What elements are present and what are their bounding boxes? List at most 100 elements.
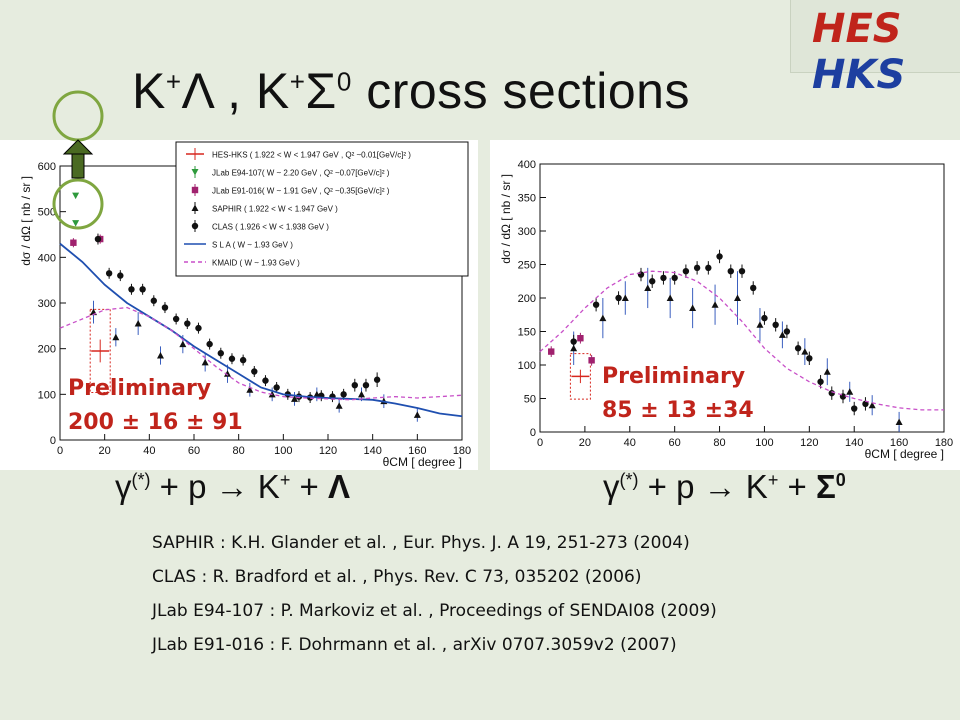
legend-label: JLab E91-016( W ~ 1.91 GeV , Q² ~0.35[Ge… — [212, 187, 390, 196]
preliminary-lambda-label: Preliminary — [68, 376, 212, 401]
x-tick-label: 100 — [274, 445, 292, 457]
clas-point — [806, 355, 813, 362]
clas-point — [682, 268, 690, 275]
legend-swatch — [191, 204, 199, 211]
clas-point — [705, 264, 712, 272]
saphir-point — [599, 314, 607, 322]
saphir-point — [895, 418, 903, 425]
kmaid-curve — [539, 270, 944, 411]
saphir-point — [621, 294, 629, 301]
clas-point — [228, 355, 236, 362]
clas-point — [362, 382, 370, 389]
clas-point — [94, 235, 102, 243]
x-tick-label: 100 — [755, 437, 773, 449]
x-axis-label: θCM [ degree ] — [865, 447, 944, 461]
saphir-point — [201, 358, 209, 366]
reference-item: JLab E94-107 : P. Markoviz et al. , Proc… — [152, 601, 717, 621]
clas-point — [693, 264, 701, 272]
saphir-point — [335, 402, 343, 409]
y-tick-label: 100 — [38, 389, 56, 401]
clas-point — [206, 340, 213, 348]
x-tick-label: 120 — [800, 437, 818, 449]
logo-box — [790, 0, 960, 73]
x-tick-label: 40 — [624, 437, 636, 449]
saphir-point — [711, 301, 719, 308]
clas-point — [817, 378, 824, 385]
saphir-point — [224, 370, 231, 377]
y-tick-label: 350 — [518, 193, 536, 205]
x-tick-label: 60 — [188, 445, 200, 457]
clas-point — [851, 405, 858, 412]
clas-point — [150, 297, 157, 304]
clas-point — [161, 304, 169, 311]
saphir-point — [778, 331, 786, 338]
references-list: SAPHIR : K.H. Glander et al. , Eur. Phys… — [152, 526, 717, 662]
reaction-sigma: γ(*) + p → K+ + Σ0 — [603, 468, 846, 505]
clas-point — [772, 321, 779, 328]
clas-point — [262, 377, 269, 384]
hes-hks-syst-box — [89, 308, 111, 394]
clas-point — [592, 301, 600, 308]
legend-label: SAPHIR ( 1.922 < W < 1.947 GeV ) — [212, 205, 338, 214]
clas-point — [373, 376, 381, 383]
clas-point — [128, 286, 135, 293]
saphir-point — [179, 340, 187, 348]
y-tick-label: 100 — [518, 360, 536, 372]
clas-point — [794, 345, 802, 352]
clas-point — [828, 389, 835, 397]
x-tick-label: 0 — [57, 445, 63, 457]
jlab-e91-016-point — [577, 335, 584, 342]
legend-label: JLab E94-107( W ~ 2.20 GeV , Q² ~0.07[Ge… — [212, 169, 390, 178]
x-tick-label: 20 — [99, 445, 111, 457]
saphir-point — [157, 352, 164, 359]
slide-title: K+Λ , K+Σ0 cross sections — [132, 63, 690, 119]
saphir-point — [644, 284, 652, 291]
y-tick-label: 200 — [518, 293, 536, 305]
clas-point — [671, 274, 678, 282]
saphir-point — [846, 388, 854, 395]
legend: HES-HKS ( 1.922 < W < 1.947 GeV , Q² ~0.… — [175, 141, 469, 277]
lambda-cross-section-chart: 0 20 40 60 80 100 120 140 160 180 0 100 200 300 400 500… — [19, 141, 471, 469]
clas-point — [570, 338, 577, 345]
clas-point — [195, 324, 202, 332]
highlight-circle-bottom — [52, 178, 104, 230]
logo-hks: HKS — [812, 52, 906, 98]
clas-point — [862, 400, 869, 408]
arrow-shaft — [71, 151, 85, 179]
y-tick-label: 200 — [38, 344, 56, 356]
preliminary-sigma-label: Preliminary — [602, 364, 746, 389]
saphir-point — [689, 304, 697, 312]
x-tick-label: 140 — [363, 445, 381, 457]
kmaid-curve — [59, 306, 463, 401]
reaction-lambda: γ(*) + p → K+ + Λ — [115, 468, 350, 505]
clas-point — [615, 294, 622, 302]
jlab-e91-016-point — [548, 348, 555, 355]
y-tick-label: 0 — [530, 427, 536, 439]
legend-label: CLAS ( 1.926 < W < 1.938 GeV ) — [212, 223, 329, 232]
clas-point — [251, 368, 258, 375]
y-tick-label: 400 — [38, 252, 56, 264]
clas-point — [184, 320, 191, 327]
x-tick-label: 80 — [713, 437, 725, 449]
clas-point — [783, 328, 791, 335]
clas-point — [351, 382, 358, 389]
y-axis-label: dσ / dΩ [ nb / sr ] — [499, 174, 513, 264]
sigma-plot-panel: 0 20 40 60 80 100 120 140 160 180 0 50 100 150 200 250 3… — [490, 140, 960, 470]
x-tick-label: 120 — [319, 445, 337, 457]
jlab-e91-016-point — [588, 357, 595, 364]
preliminary-lambda: Preliminary 200 ± 16 ± 91 — [68, 372, 243, 440]
legend-swatch — [191, 186, 199, 194]
clas-point — [139, 286, 146, 293]
x-tick-label: 40 — [143, 445, 155, 457]
clas-point — [217, 350, 224, 357]
clas-point — [172, 315, 180, 323]
saphir-point — [666, 294, 674, 301]
saphir-point — [756, 321, 764, 328]
highlight-annotation — [52, 90, 104, 230]
preliminary-sigma-value: 85 ± 13 ±34 — [602, 398, 754, 423]
clas-point — [340, 391, 347, 398]
y-axis-label: dσ / dΩ [ nb / sr ] — [19, 176, 33, 266]
clas-point — [761, 314, 768, 322]
y-tick-label: 50 — [524, 394, 536, 406]
x-tick-label: 80 — [233, 445, 245, 457]
